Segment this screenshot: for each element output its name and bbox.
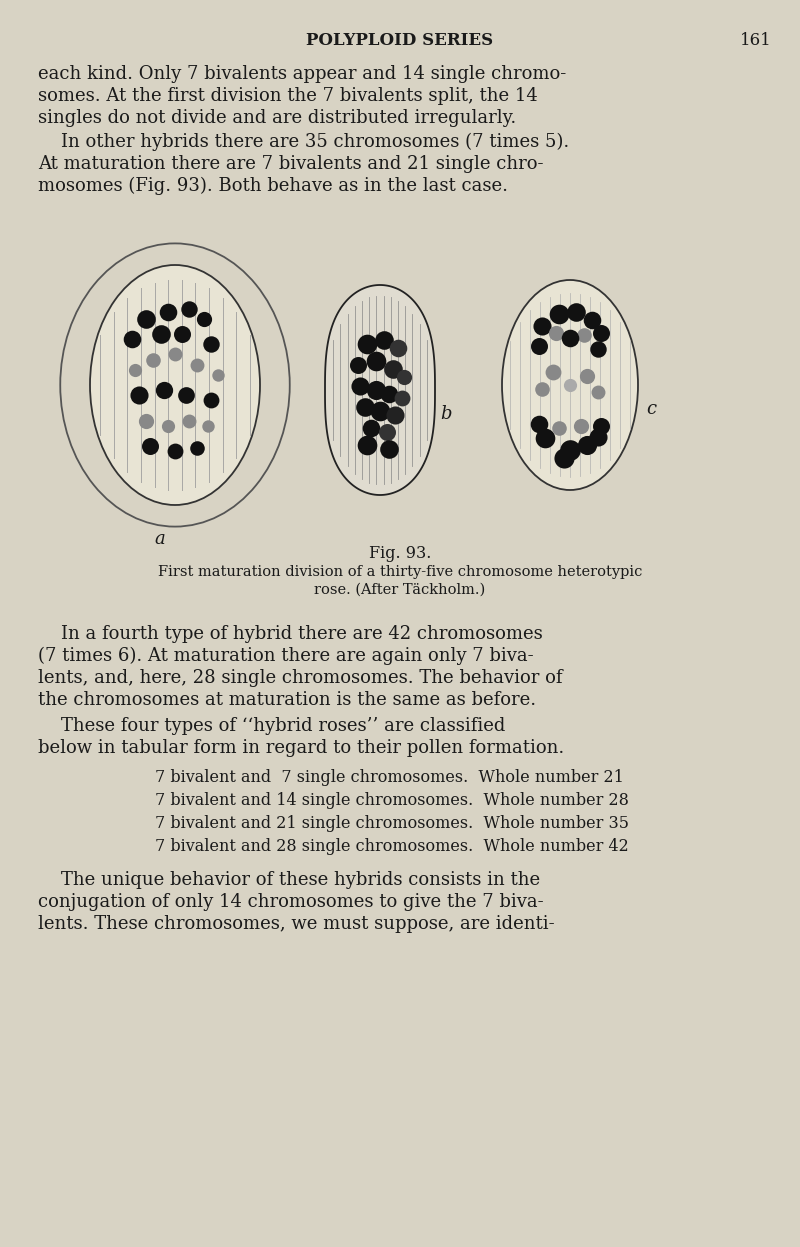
Text: lents. These chromosomes, we must suppose, are identi-: lents. These chromosomes, we must suppos…	[38, 915, 554, 933]
Text: At maturation there are 7 bivalents and 21 single chro-: At maturation there are 7 bivalents and …	[38, 155, 543, 173]
Point	[205, 390, 218, 410]
Point	[563, 375, 576, 395]
Text: 7 bivalent and 21 single chromosomes.  Whole number 35: 7 bivalent and 21 single chromosomes. Wh…	[155, 816, 629, 832]
Point	[126, 329, 138, 349]
Text: a: a	[154, 530, 166, 547]
Point	[140, 410, 153, 430]
Point	[536, 317, 549, 337]
Point	[574, 416, 587, 436]
Point	[382, 439, 395, 459]
Text: somes. At the first division the 7 bivalents split, the 14: somes. At the first division the 7 bival…	[38, 87, 538, 105]
Text: POLYPLOID SERIES: POLYPLOID SERIES	[306, 32, 494, 49]
Text: The unique behavior of these hybrids consists in the: The unique behavior of these hybrids con…	[38, 870, 540, 889]
Point	[205, 334, 218, 354]
Point	[183, 298, 196, 318]
Text: 7 bivalent and 28 single chromosomes.  Whole number 42: 7 bivalent and 28 single chromosomes. Wh…	[155, 838, 629, 855]
Point	[374, 402, 386, 421]
Point	[591, 382, 604, 402]
Point	[370, 350, 382, 370]
Point	[538, 429, 551, 449]
Text: lents, and, here, 28 single chromosomes. The behavior of: lents, and, here, 28 single chromosomes.…	[38, 668, 562, 687]
Text: b: b	[440, 405, 451, 423]
Point	[354, 375, 366, 395]
Point	[176, 324, 189, 344]
Point	[365, 418, 378, 438]
Point	[391, 338, 404, 358]
Point	[370, 380, 382, 400]
Point	[169, 441, 182, 461]
Point	[594, 323, 607, 343]
Text: c: c	[646, 400, 656, 418]
Point	[569, 302, 582, 322]
Point	[387, 359, 400, 379]
Point	[162, 302, 174, 322]
Point	[190, 438, 203, 458]
Point	[201, 415, 214, 435]
Point	[594, 416, 607, 436]
Text: 7 bivalent and 14 single chromosomes.  Whole number 28: 7 bivalent and 14 single chromosomes. Wh…	[155, 792, 629, 809]
Point	[154, 324, 167, 344]
Text: First maturation division of a thirty-five chromosome heterotypic: First maturation division of a thirty-fi…	[158, 565, 642, 579]
Point	[352, 355, 365, 375]
Point	[158, 380, 170, 400]
Text: In other hybrids there are 35 chromosomes (7 times 5).: In other hybrids there are 35 chromosome…	[38, 133, 570, 151]
Point	[563, 328, 576, 348]
Text: rose. (After Täckholm.): rose. (After Täckholm.)	[314, 584, 486, 597]
Ellipse shape	[502, 281, 638, 490]
Point	[553, 304, 566, 324]
Point	[162, 415, 174, 435]
Point	[183, 410, 196, 430]
Point	[586, 311, 598, 330]
Point	[396, 388, 409, 408]
Polygon shape	[325, 286, 435, 495]
Point	[547, 362, 560, 382]
Point	[212, 365, 225, 385]
Point	[591, 339, 604, 359]
Point	[380, 421, 393, 441]
Point	[382, 384, 395, 404]
Point	[179, 385, 192, 405]
Text: below in tabular form in regard to their pollen formation.: below in tabular form in regard to their…	[38, 739, 564, 757]
Point	[147, 349, 160, 369]
Point	[169, 344, 182, 364]
Point	[578, 325, 590, 345]
Point	[533, 414, 546, 434]
Point	[533, 337, 546, 357]
Text: In a fourth type of hybrid there are 42 chromosomes: In a fourth type of hybrid there are 42 …	[38, 625, 542, 643]
Point	[133, 385, 146, 405]
Point	[580, 367, 593, 387]
Text: (7 times 6). At maturation there are again only 7 biva-: (7 times 6). At maturation there are aga…	[38, 647, 534, 665]
Text: 7 bivalent and  7 single chromosomes.  Whole number 21: 7 bivalent and 7 single chromosomes. Who…	[155, 769, 624, 786]
Text: Fig. 93.: Fig. 93.	[369, 545, 431, 562]
Text: mosomes (Fig. 93). Both behave as in the last case.: mosomes (Fig. 93). Both behave as in the…	[38, 177, 508, 196]
Ellipse shape	[90, 266, 260, 505]
Text: the chromosomes at maturation is the same as before.: the chromosomes at maturation is the sam…	[38, 691, 536, 710]
Point	[143, 436, 156, 456]
Point	[358, 397, 371, 416]
Point	[140, 309, 153, 329]
Text: 161: 161	[740, 32, 772, 49]
Text: conjugation of only 14 chromosomes to give the 7 biva-: conjugation of only 14 chromosomes to gi…	[38, 893, 544, 912]
Point	[190, 354, 203, 374]
Text: each kind. Only 7 bivalents appear and 14 single chromo-: each kind. Only 7 bivalents appear and 1…	[38, 65, 566, 84]
Point	[389, 405, 402, 425]
Point	[550, 323, 562, 343]
Point	[591, 426, 604, 446]
Point	[580, 435, 593, 455]
Point	[558, 448, 571, 468]
Text: singles do not divide and are distributed irregularly.: singles do not divide and are distribute…	[38, 108, 516, 127]
Point	[360, 334, 373, 354]
Text: These four types of ‘‘hybrid roses’’ are classified: These four types of ‘‘hybrid roses’’ are…	[38, 717, 506, 734]
Point	[198, 309, 210, 329]
Point	[398, 368, 410, 388]
Point	[563, 440, 576, 460]
Point	[536, 379, 549, 399]
Point	[360, 435, 373, 455]
Point	[553, 418, 566, 438]
Point	[378, 329, 390, 349]
Point	[129, 359, 142, 379]
